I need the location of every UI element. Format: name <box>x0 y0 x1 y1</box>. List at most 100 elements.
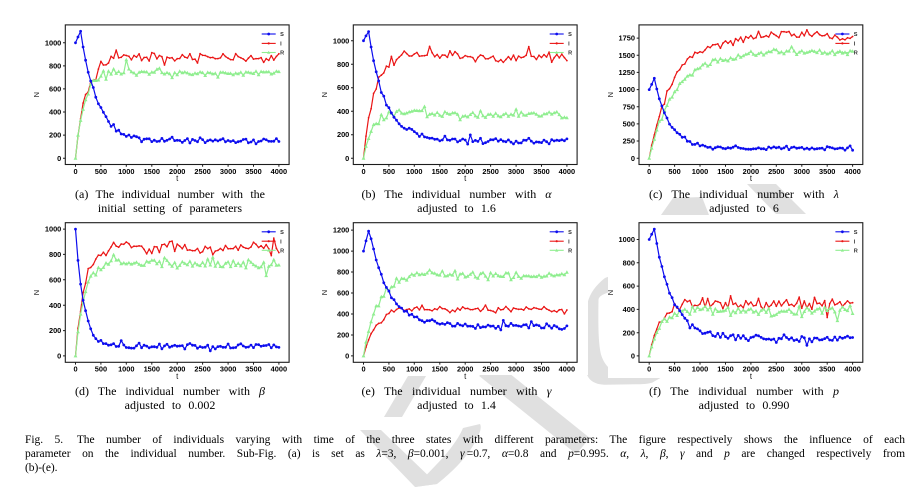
svg-text:4000: 4000 <box>844 365 860 374</box>
svg-text:I: I <box>568 239 570 245</box>
svg-text:1750: 1750 <box>619 34 635 43</box>
svg-text:2500: 2500 <box>482 365 498 374</box>
svg-text:N: N <box>320 290 329 295</box>
svg-text:600: 600 <box>49 85 61 94</box>
svg-text:2500: 2500 <box>768 365 784 374</box>
svg-text:N: N <box>320 92 329 97</box>
svg-text:1500: 1500 <box>432 365 448 374</box>
svg-text:1000: 1000 <box>692 167 708 176</box>
svg-text:N: N <box>606 290 615 295</box>
svg-text:1000: 1000 <box>118 167 134 176</box>
svg-text:2500: 2500 <box>194 365 210 374</box>
svg-text:4000: 4000 <box>271 365 287 374</box>
svg-text:500: 500 <box>668 365 680 374</box>
svg-text:3500: 3500 <box>245 167 261 176</box>
svg-text:N: N <box>32 92 41 97</box>
svg-text:1500: 1500 <box>144 365 160 374</box>
svg-text:400: 400 <box>49 301 61 310</box>
svg-text:500: 500 <box>383 365 395 374</box>
svg-text:0: 0 <box>361 365 365 374</box>
svg-text:1000: 1000 <box>406 365 422 374</box>
svg-text:1000: 1000 <box>333 36 349 45</box>
svg-text:1500: 1500 <box>717 365 733 374</box>
svg-text:200: 200 <box>49 131 61 140</box>
svg-text:2000: 2000 <box>743 167 759 176</box>
svg-text:1500: 1500 <box>619 51 635 60</box>
svg-text:S: S <box>854 230 858 236</box>
svg-text:I: I <box>280 42 282 48</box>
svg-text:1000: 1000 <box>45 38 61 47</box>
svg-text:0: 0 <box>345 154 349 163</box>
svg-text:1000: 1000 <box>692 365 708 374</box>
svg-text:0: 0 <box>73 167 77 176</box>
svg-text:3500: 3500 <box>533 365 549 374</box>
svg-text:500: 500 <box>623 120 635 129</box>
svg-text:0: 0 <box>647 365 651 374</box>
svg-text:3500: 3500 <box>819 365 835 374</box>
svg-text:600: 600 <box>623 282 635 291</box>
svg-text:S: S <box>568 32 572 38</box>
svg-text:1000: 1000 <box>118 365 134 374</box>
svg-text:800: 800 <box>49 62 61 71</box>
svg-text:N: N <box>606 92 615 97</box>
svg-text:1250: 1250 <box>619 68 635 77</box>
svg-text:3000: 3000 <box>220 167 236 176</box>
svg-text:2000: 2000 <box>457 167 473 176</box>
svg-text:3000: 3000 <box>508 167 524 176</box>
svg-text:0: 0 <box>361 167 365 176</box>
svg-text:200: 200 <box>337 331 349 340</box>
svg-text:400: 400 <box>623 305 635 314</box>
svg-text:750: 750 <box>623 102 635 111</box>
svg-text:R: R <box>280 51 284 57</box>
svg-text:R: R <box>854 51 858 57</box>
svg-text:t: t <box>750 174 753 183</box>
svg-text:1000: 1000 <box>406 167 422 176</box>
svg-text:4000: 4000 <box>559 167 575 176</box>
svg-text:3500: 3500 <box>533 167 549 176</box>
svg-text:0: 0 <box>345 352 349 361</box>
svg-text:1200: 1200 <box>333 226 349 235</box>
svg-text:3000: 3000 <box>508 365 524 374</box>
svg-text:0: 0 <box>647 167 651 176</box>
svg-text:3500: 3500 <box>819 167 835 176</box>
svg-text:I: I <box>280 239 282 245</box>
svg-text:t: t <box>464 174 467 183</box>
svg-text:500: 500 <box>383 167 395 176</box>
svg-text:400: 400 <box>337 310 349 319</box>
svg-text:2000: 2000 <box>169 365 185 374</box>
svg-text:800: 800 <box>337 268 349 277</box>
svg-text:1500: 1500 <box>432 167 448 176</box>
svg-text:600: 600 <box>337 289 349 298</box>
svg-text:3500: 3500 <box>245 365 261 374</box>
svg-text:I: I <box>854 42 856 48</box>
svg-text:2000: 2000 <box>169 167 185 176</box>
svg-text:S: S <box>854 32 858 38</box>
svg-text:500: 500 <box>668 167 680 176</box>
svg-text:t: t <box>750 372 753 381</box>
svg-text:3000: 3000 <box>794 167 810 176</box>
svg-text:600: 600 <box>337 83 349 92</box>
svg-text:S: S <box>280 230 284 236</box>
svg-text:0: 0 <box>57 352 61 361</box>
svg-text:2500: 2500 <box>482 167 498 176</box>
svg-text:1000: 1000 <box>619 85 635 94</box>
svg-text:3000: 3000 <box>220 365 236 374</box>
svg-text:4000: 4000 <box>271 167 287 176</box>
svg-text:2500: 2500 <box>194 167 210 176</box>
svg-text:R: R <box>280 249 284 255</box>
svg-text:t: t <box>464 372 467 381</box>
svg-text:R: R <box>854 249 858 255</box>
svg-text:0: 0 <box>631 352 635 361</box>
svg-text:0: 0 <box>73 365 77 374</box>
svg-text:R: R <box>568 249 572 255</box>
svg-text:2000: 2000 <box>457 365 473 374</box>
svg-text:500: 500 <box>95 365 107 374</box>
svg-text:t: t <box>176 372 179 381</box>
svg-text:400: 400 <box>337 107 349 116</box>
svg-text:2500: 2500 <box>768 167 784 176</box>
svg-text:1000: 1000 <box>619 235 635 244</box>
svg-text:800: 800 <box>337 60 349 69</box>
svg-text:1000: 1000 <box>45 225 61 234</box>
svg-text:1500: 1500 <box>717 167 733 176</box>
svg-text:R: R <box>568 51 572 57</box>
